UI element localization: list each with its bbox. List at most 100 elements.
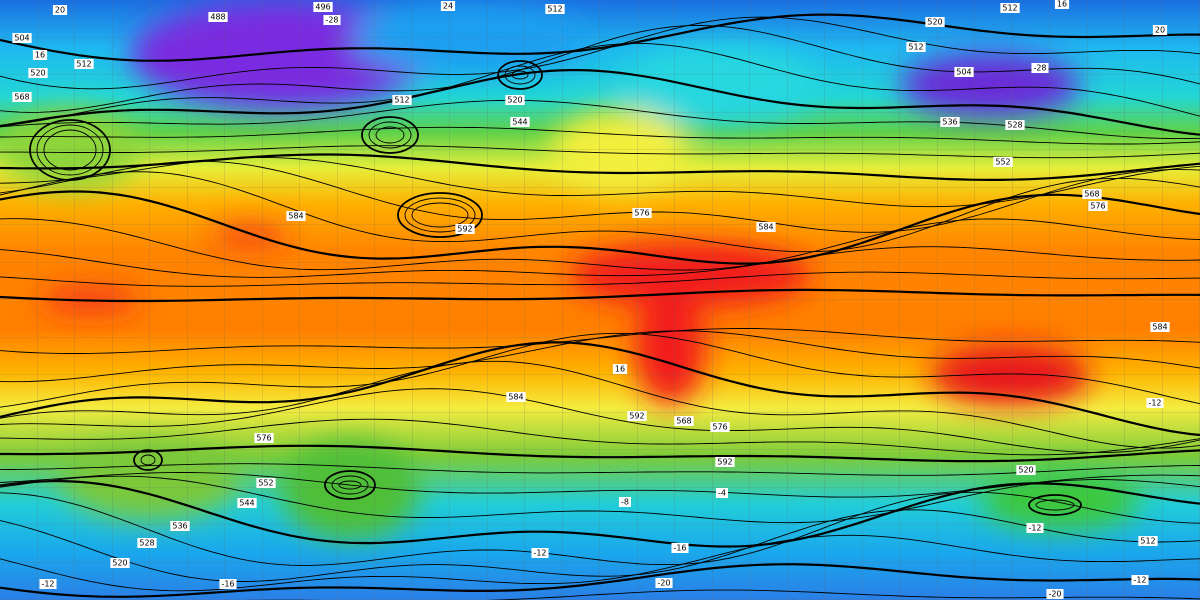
contour-label: 544 bbox=[237, 498, 257, 508]
label-box bbox=[12, 92, 32, 102]
label-text: 20 bbox=[1155, 26, 1165, 35]
label-text: 544 bbox=[239, 499, 254, 508]
contour-label: 16 bbox=[32, 50, 48, 60]
contour-label: -12 bbox=[39, 579, 57, 589]
label-box bbox=[612, 364, 628, 374]
contour-closed bbox=[511, 70, 529, 80]
contour-label: 592 bbox=[627, 411, 647, 421]
label-text: -12 bbox=[1133, 576, 1146, 585]
label-text: 24 bbox=[443, 2, 453, 11]
contour-line bbox=[0, 509, 1200, 582]
label-box bbox=[1088, 201, 1108, 211]
label-box bbox=[506, 392, 526, 402]
label-box bbox=[627, 411, 647, 421]
contour-label: 584 bbox=[506, 392, 526, 402]
label-text: 568 bbox=[14, 93, 29, 102]
contour-line bbox=[0, 288, 1200, 303]
label-text: 568 bbox=[1084, 190, 1099, 199]
contour-label: 520 bbox=[925, 17, 945, 27]
label-text: 592 bbox=[457, 225, 472, 234]
label-box bbox=[1131, 575, 1149, 585]
label-text: 512 bbox=[394, 96, 409, 105]
contour-label: 584 bbox=[756, 222, 776, 232]
label-box bbox=[39, 579, 57, 589]
label-text: -12 bbox=[533, 549, 546, 558]
contour-label: 20 bbox=[1152, 25, 1168, 35]
label-text: 496 bbox=[315, 3, 330, 12]
label-text: 544 bbox=[512, 118, 527, 127]
contour-line bbox=[0, 463, 1200, 476]
label-text: 512 bbox=[547, 5, 562, 14]
contour-label: 568 bbox=[12, 92, 32, 102]
label-text: 536 bbox=[942, 118, 957, 127]
contour-line bbox=[0, 271, 1200, 287]
label-box bbox=[671, 543, 689, 553]
label-text: 576 bbox=[712, 423, 727, 432]
label-text: 16 bbox=[615, 365, 625, 374]
contour-label: -28 bbox=[1031, 63, 1049, 73]
contour-label: 536 bbox=[940, 117, 960, 127]
label-text: 520 bbox=[507, 96, 522, 105]
contour-line bbox=[0, 534, 1200, 592]
contour-closed bbox=[1028, 494, 1082, 516]
contour-closed bbox=[36, 124, 104, 176]
label-box bbox=[392, 95, 412, 105]
label-box bbox=[940, 117, 960, 127]
label-text: -12 bbox=[1148, 399, 1161, 408]
contour-label: -8 bbox=[619, 497, 631, 507]
contour-closed bbox=[497, 60, 543, 90]
contour-line bbox=[0, 160, 1200, 233]
contour-line bbox=[0, 479, 1200, 548]
label-box bbox=[954, 67, 974, 77]
label-box bbox=[74, 59, 94, 69]
contour-label: 520 bbox=[1016, 465, 1036, 475]
contour-label: -16 bbox=[219, 579, 237, 589]
contour-closed bbox=[29, 119, 111, 181]
contour-label: 504 bbox=[954, 67, 974, 77]
contour-label: -20 bbox=[655, 578, 673, 588]
contour-label: 512 bbox=[1000, 3, 1020, 13]
contour-closed bbox=[43, 129, 97, 171]
label-box bbox=[286, 211, 306, 221]
label-text: 512 bbox=[76, 60, 91, 69]
contour-label: 568 bbox=[674, 416, 694, 426]
label-box bbox=[655, 578, 673, 588]
label-box bbox=[710, 422, 730, 432]
contour-closed bbox=[133, 449, 163, 471]
contour-label: -20 bbox=[1046, 589, 1064, 599]
contour-label: 20 bbox=[52, 5, 68, 15]
label-text: 520 bbox=[1018, 466, 1033, 475]
label-text: 520 bbox=[30, 69, 45, 78]
contour-line bbox=[0, 42, 1200, 127]
label-text: 528 bbox=[1007, 121, 1022, 130]
contour-label: -12 bbox=[1146, 398, 1164, 408]
contour-label: 536 bbox=[170, 521, 190, 531]
label-box bbox=[208, 12, 228, 22]
contour-label: -28 bbox=[323, 15, 341, 25]
contour-line bbox=[0, 16, 1200, 90]
contour-closed bbox=[397, 192, 483, 238]
contour-line bbox=[0, 472, 1200, 498]
contour-label: 584 bbox=[286, 211, 306, 221]
label-box bbox=[28, 68, 48, 78]
label-box bbox=[170, 521, 190, 531]
label-text: -28 bbox=[1033, 64, 1046, 73]
label-text: -16 bbox=[221, 580, 234, 589]
contour-label: 592 bbox=[715, 457, 735, 467]
contour-line bbox=[0, 24, 1200, 113]
contour-label: 552 bbox=[993, 157, 1013, 167]
label-text: 584 bbox=[508, 393, 523, 402]
contour-line bbox=[0, 218, 1200, 271]
label-text: 16 bbox=[1057, 0, 1067, 9]
contour-label: 512 bbox=[906, 42, 926, 52]
label-box bbox=[632, 208, 652, 218]
label-text: 584 bbox=[1152, 323, 1167, 332]
label-text: 584 bbox=[288, 212, 303, 221]
label-box bbox=[1082, 189, 1102, 199]
contour-labels: 20 488 496 -28 24 512 512 16 20 504 16 512 520 568 520… bbox=[12, 0, 1170, 599]
label-text: -4 bbox=[718, 489, 726, 498]
contour-label: 512 bbox=[545, 4, 565, 14]
label-text: 504 bbox=[14, 34, 29, 43]
contour-label: 512 bbox=[74, 59, 94, 69]
